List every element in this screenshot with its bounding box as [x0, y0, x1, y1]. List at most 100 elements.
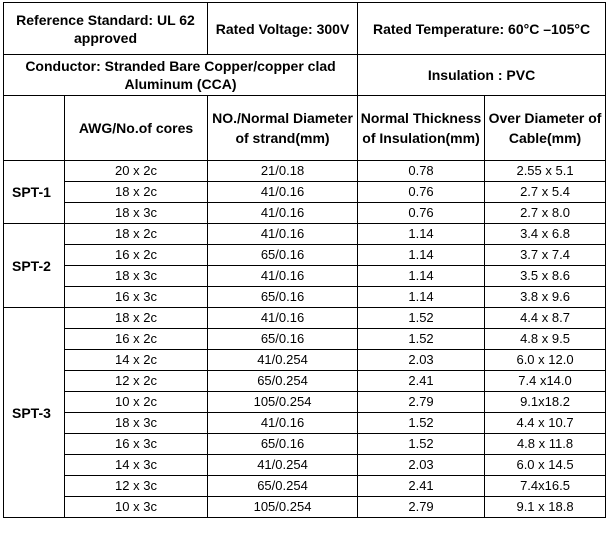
- table-row: 16 x 3c 65/0.16 1.52 4.8 x 11.8: [4, 433, 607, 455]
- awg-cell: 18 x 3c: [63, 265, 209, 287]
- thickness-cell: 2.79: [357, 496, 486, 518]
- diameter-cell: 6.0 x 14.5: [484, 454, 607, 476]
- table-row: 10 x 3c 105/0.254 2.79 9.1 x 18.8: [4, 496, 607, 518]
- thickness-cell: 1.14: [357, 223, 486, 245]
- table-row: 14 x 2c 41/0.254 2.03 6.0 x 12.0: [4, 349, 607, 371]
- thickness-cell: 0.78: [357, 160, 486, 182]
- strand-cell: 41/0.16: [207, 181, 359, 203]
- thickness-cell: 0.76: [357, 202, 486, 224]
- thickness-cell: 0.76: [357, 181, 486, 203]
- conductor-cell: Conductor: Stranded Bare Copper/copper c…: [2, 54, 359, 96]
- thickness-cell: 2.79: [357, 391, 486, 413]
- diameter-cell: 3.8 x 9.6: [484, 286, 607, 308]
- header-row-1: Reference Standard: UL 62 approved Rated…: [2, 2, 607, 55]
- strand-cell: 41/0.16: [207, 202, 359, 224]
- table-row: 12 x 2c 65/0.254 2.41 7.4 x14.0: [4, 370, 607, 392]
- awg-cell: 20 x 2c: [63, 160, 209, 182]
- thickness-cell: 2.03: [357, 349, 486, 371]
- awg-cell: 14 x 3c: [63, 454, 209, 476]
- diameter-cell: 3.5 x 8.6: [484, 265, 607, 287]
- thickness-cell: 1.52: [357, 412, 486, 434]
- table-row: 18 x 3c 41/0.16 0.76 2.7 x 8.0: [4, 202, 607, 224]
- group-column-header: [3, 95, 65, 161]
- awg-cell: 18 x 2c: [63, 223, 209, 245]
- table-row: 18 x 3c 41/0.16 1.14 3.5 x 8.6: [4, 265, 607, 287]
- thickness-column-header: Normal Thickness of Insulation(mm): [357, 95, 486, 161]
- table-row: 16 x 2c 65/0.16 1.52 4.8 x 9.5: [4, 328, 607, 350]
- thickness-cell: 2.03: [357, 454, 486, 476]
- awg-cell: 16 x 3c: [63, 286, 209, 308]
- table-row: SPT-2 18 x 2c 41/0.16 1.14 3.4 x 6.8: [3, 223, 607, 308]
- strand-cell: 41/0.16: [207, 412, 359, 434]
- diameter-cell: 3.4 x 6.8: [484, 223, 607, 245]
- insulation-cell: Insulation : PVC: [357, 54, 607, 96]
- table-row: 16 x 2c 65/0.16 1.14 3.7 x 7.4: [4, 244, 607, 266]
- column-header-row: AWG/No.of cores NO./Normal Diameter of s…: [3, 95, 607, 161]
- awg-cell: 16 x 3c: [63, 433, 209, 455]
- awg-cell: 10 x 3c: [63, 496, 209, 518]
- awg-cell: 16 x 2c: [63, 244, 209, 266]
- diameter-column-header: Over Diameter of Cable(mm): [484, 95, 607, 161]
- strand-cell: 41/0.16: [207, 307, 359, 329]
- awg-cell: 14 x 2c: [63, 349, 209, 371]
- strand-cell: 65/0.254: [207, 475, 359, 497]
- diameter-cell: 2.55 x 5.1: [484, 160, 607, 182]
- awg-cell: 18 x 2c: [63, 307, 209, 329]
- diameter-cell: 4.8 x 9.5: [484, 328, 607, 350]
- thickness-cell: 1.52: [357, 307, 486, 329]
- thickness-cell: 2.41: [357, 475, 486, 497]
- rated-temperature-cell: Rated Temperature: 60°C –105°C: [357, 2, 607, 55]
- diameter-cell: 4.8 x 11.8: [484, 433, 607, 455]
- thickness-cell: 1.52: [357, 328, 486, 350]
- thickness-cell: 2.41: [357, 370, 486, 392]
- cable-spec-table: Reference Standard: UL 62 approved Rated…: [2, 2, 607, 518]
- diameter-cell: 9.1 x 18.8: [484, 496, 607, 518]
- strand-cell: 41/0.16: [207, 223, 359, 245]
- awg-cell: 12 x 2c: [63, 370, 209, 392]
- strand-cell: 41/0.254: [207, 454, 359, 476]
- diameter-cell: 7.4 x14.0: [484, 370, 607, 392]
- strand-cell: 65/0.16: [207, 433, 359, 455]
- strand-cell: 65/0.254: [207, 370, 359, 392]
- diameter-cell: 6.0 x 12.0: [484, 349, 607, 371]
- diameter-cell: 2.7 x 5.4: [484, 181, 607, 203]
- diameter-cell: 4.4 x 10.7: [484, 412, 607, 434]
- awg-cell: 18 x 3c: [63, 412, 209, 434]
- table-row: 14 x 3c 41/0.254 2.03 6.0 x 14.5: [4, 454, 607, 476]
- thickness-cell: 1.14: [357, 265, 486, 287]
- header-row-2: Conductor: Stranded Bare Copper/copper c…: [2, 54, 607, 96]
- strand-cell: 65/0.16: [207, 286, 359, 308]
- strand-cell: 105/0.254: [207, 496, 359, 518]
- table-row: 18 x 3c 41/0.16 1.52 4.4 x 10.7: [4, 412, 607, 434]
- strand-cell: 41/0.254: [207, 349, 359, 371]
- table-row: 10 x 2c 105/0.254 2.79 9.1x18.2: [4, 391, 607, 413]
- diameter-cell: 9.1x18.2: [484, 391, 607, 413]
- strand-column-header: NO./Normal Diameter of strand(mm): [207, 95, 359, 161]
- group-label: SPT-1: [3, 160, 65, 224]
- table-row: SPT-1 20 x 2c 21/0.18 0.78 2.55 x 5.1: [3, 160, 607, 224]
- diameter-cell: 7.4x16.5: [484, 475, 607, 497]
- strand-cell: 65/0.16: [207, 244, 359, 266]
- strand-cell: 105/0.254: [207, 391, 359, 413]
- strand-cell: 65/0.16: [207, 328, 359, 350]
- thickness-cell: 1.14: [357, 286, 486, 308]
- rated-voltage-cell: Rated Voltage: 300V: [207, 2, 359, 55]
- diameter-cell: 3.7 x 7.4: [484, 244, 607, 266]
- strand-cell: 21/0.18: [207, 160, 359, 182]
- awg-cell: 18 x 2c: [63, 181, 209, 203]
- table-row: 16 x 3c 65/0.16 1.14 3.8 x 9.6: [4, 286, 607, 308]
- table-row: 18 x 2c 41/0.16 0.76 2.7 x 5.4: [4, 181, 607, 203]
- group-label: SPT-3: [3, 307, 65, 518]
- awg-column-header: AWG/No.of cores: [63, 95, 209, 161]
- diameter-cell: 4.4 x 8.7: [484, 307, 607, 329]
- table-row: SPT-3 18 x 2c 41/0.16 1.52 4.4 x 8.7: [3, 307, 607, 518]
- awg-cell: 12 x 3c: [63, 475, 209, 497]
- thickness-cell: 1.14: [357, 244, 486, 266]
- strand-cell: 41/0.16: [207, 265, 359, 287]
- awg-cell: 16 x 2c: [63, 328, 209, 350]
- table-row: 12 x 3c 65/0.254 2.41 7.4x16.5: [4, 475, 607, 497]
- reference-standard-cell: Reference Standard: UL 62 approved: [2, 2, 209, 55]
- awg-cell: 18 x 3c: [63, 202, 209, 224]
- diameter-cell: 2.7 x 8.0: [484, 202, 607, 224]
- thickness-cell: 1.52: [357, 433, 486, 455]
